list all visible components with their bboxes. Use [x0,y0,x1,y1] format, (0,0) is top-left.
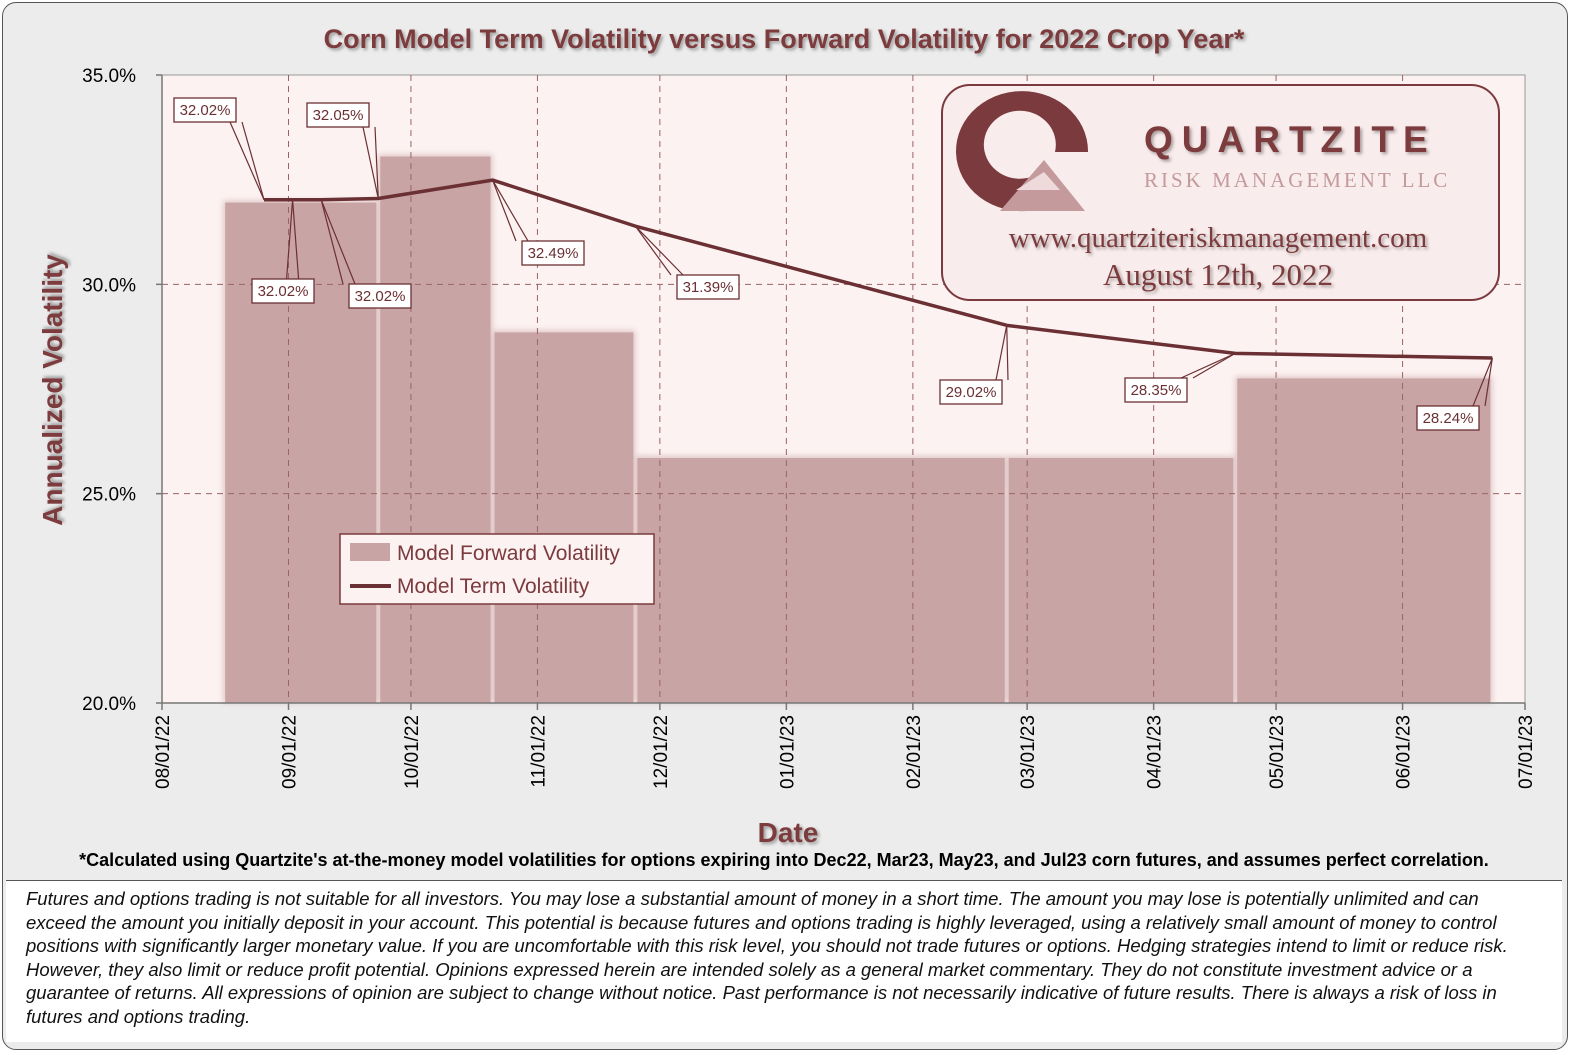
data-label-box [521,240,585,266]
x-tick-label: 10/01/22 [402,715,423,789]
x-tick-label: 12/01/22 [651,715,672,789]
x-tick-label: 08/01/22 [153,715,174,789]
data-label: 28.24% [1423,410,1474,427]
data-label-leader [491,179,517,242]
data-label: 29.02% [946,384,997,401]
data-label-leader [1180,352,1236,379]
data-label-leader [634,225,684,276]
logo-subtitle: RISK MANAGEMENT LLC [1144,168,1450,192]
data-label-box [348,283,412,309]
y-axis-title: Annualized Volatility [37,254,68,526]
data-label-leader [229,121,265,201]
data-label-leader [374,126,379,199]
x-tick-label: 09/01/22 [280,715,301,789]
data-label-box [1124,377,1188,403]
data-label-box [251,278,315,304]
x-tick-label: 06/01/23 [1394,715,1415,789]
x-tick-label: 02/01/23 [904,715,925,789]
data-label: 32.05% [313,107,364,124]
data-label: 28.35% [1131,382,1182,399]
chart-svg: Corn Model Term Volatility versus Forwar… [37,24,1537,848]
forward-bar [1008,457,1234,703]
logo-url: www.quartziteriskmanagement.com [1009,222,1428,254]
footnote: *Calculated using Quartzite's at-the-mon… [79,850,1489,870]
x-tick-label: 07/01/23 [1516,715,1537,789]
quartzite-logo-icon [956,91,1089,212]
y-tick-label: 20.0% [82,694,136,715]
data-label-box [939,379,1003,405]
x-tick-label: 11/01/22 [528,715,549,788]
data-label-box [173,97,237,123]
logo-name: QUARTZITE [1144,119,1437,160]
logo-date: August 12th, 2022 [1103,257,1333,292]
data-labels: 32.02% 32.02% 32.02% 32.05% 32.49% 31.39% 29.0… [173,97,1493,431]
legend: Model Forward Volatility Model Term Vola… [339,533,655,605]
forward-bar [637,457,1005,703]
data-label-leader [634,225,672,276]
data-label-leader [1484,357,1493,407]
data-label-box [1416,405,1480,431]
x-tick-label: 01/01/23 [777,715,798,789]
data-label-leader [362,126,379,199]
data-label: 32.49% [528,245,579,262]
x-tick-label: 04/01/23 [1145,715,1166,789]
data-label-leader [995,325,1008,381]
forward-bar [225,202,377,703]
legend-label-term: Model Term Volatility [397,575,590,598]
legend-label-forward: Model Forward Volatility [397,542,620,565]
data-label-leader [291,199,300,280]
logo-box: QUARTZITE RISK MANAGEMENT LLC www.quartz… [941,84,1500,301]
x-axis-title: Date [758,817,819,848]
forward-bar [380,156,491,704]
data-label-box [676,274,740,300]
data-label: 31.39% [683,279,734,296]
data-label-leader [241,121,265,200]
y-tick-label: 25.0% [82,485,136,506]
legend-box [339,533,655,605]
data-label: 32.02% [180,102,231,119]
forward-bar [494,332,634,703]
data-label-box [306,102,370,128]
data-label: 32.02% [355,288,406,305]
chart-title: Corn Model Term Volatility versus Forwar… [324,24,1245,54]
y-tick-label: 30.0% [82,275,136,296]
data-label-leader [1472,357,1493,407]
forward-bar [1237,378,1491,703]
data-label: 32.02% [258,283,309,300]
data-label-leader [285,199,294,280]
legend-swatch-forward [350,543,390,561]
data-label-leader [320,199,344,285]
data-label-leader [492,179,529,242]
disclaimer: Futures and options trading is not suita… [6,880,1562,1042]
y-tick-label: 35.0% [82,66,136,87]
data-label-leader [1006,325,1009,381]
x-tick-label: 05/01/23 [1267,715,1288,789]
data-label-leader [320,199,356,285]
axes: 20.0% 25.0% 30.0% 35.0% 08/01/22 09/01/22 10/0… [82,66,1537,789]
x-tick-label: 03/01/23 [1018,715,1039,789]
data-label-leader [1192,352,1236,379]
